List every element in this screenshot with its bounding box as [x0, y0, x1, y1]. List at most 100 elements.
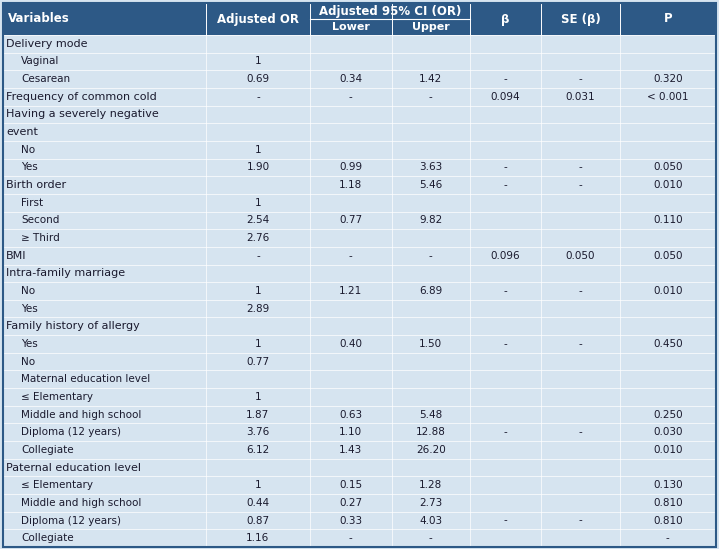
Text: Yes: Yes — [21, 163, 38, 172]
Text: 1: 1 — [255, 286, 261, 296]
Text: 0.050: 0.050 — [653, 251, 682, 261]
Text: Intra-family marriage: Intra-family marriage — [6, 268, 125, 278]
Bar — [3, 53, 716, 70]
Text: Paternal education level: Paternal education level — [6, 463, 141, 473]
Bar — [3, 512, 716, 529]
Bar — [3, 3, 716, 35]
Bar — [3, 141, 716, 159]
Text: 1.18: 1.18 — [339, 180, 362, 190]
Text: 0.031: 0.031 — [566, 92, 595, 102]
Bar — [3, 282, 716, 300]
Bar — [3, 35, 716, 53]
Text: Birth order: Birth order — [6, 180, 66, 190]
Text: 1: 1 — [255, 480, 261, 490]
Bar — [3, 300, 716, 317]
Bar — [3, 124, 716, 141]
Text: BMI: BMI — [6, 251, 27, 261]
Text: -: - — [579, 286, 582, 296]
Text: Lower: Lower — [331, 22, 370, 32]
Bar — [3, 494, 716, 512]
Text: Diploma (12 years): Diploma (12 years) — [21, 427, 121, 437]
Bar — [3, 105, 716, 124]
Bar — [3, 459, 716, 477]
Text: -: - — [429, 92, 433, 102]
Text: 0.010: 0.010 — [653, 286, 682, 296]
Text: 3.63: 3.63 — [419, 163, 442, 172]
Text: -: - — [579, 339, 582, 349]
Text: -: - — [579, 427, 582, 437]
Text: Vaginal: Vaginal — [21, 57, 60, 66]
Text: Diploma (12 years): Diploma (12 years) — [21, 516, 121, 525]
Text: 0.094: 0.094 — [491, 92, 521, 102]
Text: 1.21: 1.21 — [339, 286, 362, 296]
Bar — [3, 353, 716, 371]
Text: Having a severely negative: Having a severely negative — [6, 109, 159, 120]
Text: Second: Second — [21, 215, 60, 226]
Bar — [3, 423, 716, 441]
Text: 1: 1 — [255, 339, 261, 349]
Text: 0.810: 0.810 — [653, 516, 682, 525]
Text: -: - — [256, 92, 260, 102]
Text: -: - — [579, 516, 582, 525]
Text: 0.77: 0.77 — [247, 357, 270, 367]
Text: -: - — [504, 180, 508, 190]
Text: 0.44: 0.44 — [247, 498, 270, 508]
Text: 3.76: 3.76 — [247, 427, 270, 437]
Text: 6.89: 6.89 — [419, 286, 442, 296]
Text: 1.42: 1.42 — [419, 74, 442, 84]
Text: P: P — [664, 13, 672, 25]
Bar — [3, 441, 716, 459]
Text: 1.43: 1.43 — [339, 445, 362, 455]
Text: 2.73: 2.73 — [419, 498, 442, 508]
Text: 0.450: 0.450 — [653, 339, 682, 349]
Bar — [3, 265, 716, 282]
Text: 0.250: 0.250 — [653, 410, 682, 419]
Text: -: - — [349, 251, 352, 261]
Text: Frequency of common cold: Frequency of common cold — [6, 92, 157, 102]
Text: -: - — [504, 163, 508, 172]
Text: Delivery mode: Delivery mode — [6, 39, 88, 49]
Text: -: - — [504, 339, 508, 349]
Text: 1: 1 — [255, 198, 261, 208]
Bar — [3, 406, 716, 423]
Text: < 0.001: < 0.001 — [647, 92, 689, 102]
Text: Yes: Yes — [21, 304, 38, 313]
Text: 0.050: 0.050 — [653, 163, 682, 172]
Bar — [3, 88, 716, 105]
Text: Cesarean: Cesarean — [21, 74, 70, 84]
Text: -: - — [504, 516, 508, 525]
Text: 1.28: 1.28 — [419, 480, 442, 490]
Text: -: - — [429, 533, 433, 543]
Text: SE (β): SE (β) — [561, 13, 600, 25]
Bar — [3, 229, 716, 247]
Text: 0.69: 0.69 — [247, 74, 270, 84]
Text: Maternal education level: Maternal education level — [21, 374, 150, 384]
Text: 0.34: 0.34 — [339, 74, 362, 84]
Text: -: - — [349, 92, 352, 102]
Bar — [3, 371, 716, 388]
Text: Family history of allergy: Family history of allergy — [6, 321, 139, 331]
Text: Collegiate: Collegiate — [21, 533, 73, 543]
Text: 1: 1 — [255, 145, 261, 155]
Text: -: - — [429, 251, 433, 261]
Bar — [3, 247, 716, 265]
Text: 4.03: 4.03 — [419, 516, 442, 525]
Bar — [3, 70, 716, 88]
Text: -: - — [256, 251, 260, 261]
Text: ≤ Elementary: ≤ Elementary — [21, 392, 93, 402]
Text: -: - — [504, 74, 508, 84]
Text: -: - — [504, 286, 508, 296]
Text: 0.130: 0.130 — [653, 480, 682, 490]
Bar — [3, 529, 716, 547]
Text: 0.63: 0.63 — [339, 410, 362, 419]
Text: 0.15: 0.15 — [339, 480, 362, 490]
Text: 1: 1 — [255, 392, 261, 402]
Text: 2.89: 2.89 — [247, 304, 270, 313]
Text: Yes: Yes — [21, 339, 38, 349]
Text: 2.54: 2.54 — [247, 215, 270, 226]
Text: -: - — [579, 74, 582, 84]
Text: 1.50: 1.50 — [419, 339, 442, 349]
Text: Collegiate: Collegiate — [21, 445, 73, 455]
Bar — [3, 194, 716, 211]
Text: 0.99: 0.99 — [339, 163, 362, 172]
